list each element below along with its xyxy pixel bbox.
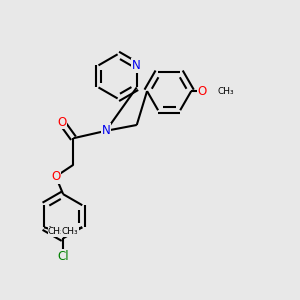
Text: N: N (132, 59, 141, 72)
Text: Cl: Cl (57, 250, 69, 263)
Text: CH₃: CH₃ (217, 87, 234, 96)
Text: CH₃: CH₃ (48, 227, 64, 236)
Text: O: O (198, 85, 207, 98)
Text: N: N (101, 124, 110, 137)
Text: O: O (57, 116, 66, 128)
Text: CH₃: CH₃ (62, 227, 78, 236)
Text: O: O (51, 170, 60, 183)
